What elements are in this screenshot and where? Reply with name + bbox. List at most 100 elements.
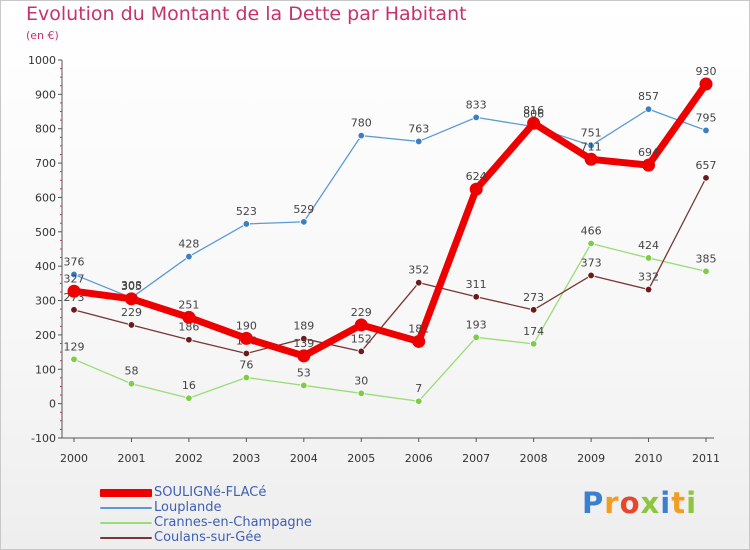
y-tick-label: 700 [35, 157, 56, 170]
y-tick-label: 400 [35, 260, 56, 273]
data-point [584, 152, 598, 166]
series-line-soulign-flac- [73, 82, 709, 360]
legend-label: Louplande [154, 500, 222, 515]
data-point [644, 285, 653, 294]
logo-letter: i [660, 486, 672, 520]
data-point [239, 331, 253, 345]
data-label: 424 [638, 239, 659, 252]
x-tick-label: 2007 [462, 452, 490, 465]
legend-label: Crannes-en-Champagne [154, 515, 312, 530]
data-label: 16 [182, 379, 196, 392]
data-label: 352 [408, 264, 429, 277]
y-tick-label: 100 [35, 363, 56, 376]
data-point [472, 333, 480, 342]
data-label: 694 [638, 146, 659, 159]
x-tick-label: 2002 [175, 452, 203, 465]
data-point [587, 239, 595, 248]
data-point [527, 116, 541, 130]
data-label: 7 [415, 382, 422, 395]
data-point [415, 278, 423, 287]
data-point [529, 306, 538, 314]
data-label: 76 [239, 359, 253, 372]
data-label: 930 [696, 65, 717, 78]
data-label: 311 [466, 278, 487, 291]
y-tick-label: 600 [35, 191, 56, 204]
data-label: 139 [293, 337, 314, 350]
data-point [644, 105, 653, 113]
legend-label: SOULIGNé-FLACé [154, 485, 267, 500]
data-point [127, 380, 136, 388]
y-tick-label: 200 [35, 329, 56, 342]
logo-letter: r [604, 486, 620, 520]
data-label: 657 [696, 159, 717, 172]
data-label: 780 [351, 117, 372, 130]
data-label: 327 [64, 272, 85, 285]
data-point [644, 254, 653, 262]
y-tick-label: 500 [35, 226, 56, 239]
logo-letter: t [671, 486, 687, 520]
data-point [67, 284, 81, 298]
data-point [70, 270, 78, 279]
series-line-louplande [73, 108, 707, 299]
data-label: 833 [466, 98, 487, 111]
logo-letter: P [582, 486, 605, 520]
data-point [469, 182, 483, 196]
data-label: 30 [354, 374, 368, 387]
legend-swatch [100, 507, 152, 509]
data-label: 181 [408, 322, 429, 335]
data-point [529, 340, 538, 348]
y-tick-label: 300 [35, 295, 56, 308]
data-label: 273 [523, 291, 544, 304]
data-point [415, 137, 423, 146]
data-point [412, 334, 426, 348]
data-point [354, 318, 368, 332]
data-label: 751 [581, 127, 602, 140]
data-label: 763 [408, 122, 429, 135]
data-point [185, 394, 193, 402]
legend-swatch [100, 537, 152, 539]
x-tick-label: 2005 [347, 452, 375, 465]
data-point [70, 355, 78, 364]
data-point [297, 349, 311, 363]
x-tick-label: 2004 [290, 452, 318, 465]
x-tick-label: 2001 [117, 452, 145, 465]
y-tick-label: -100 [31, 432, 56, 445]
series-line-crannes-en-champagne [73, 242, 707, 402]
data-point [70, 306, 78, 314]
data-point [242, 349, 251, 358]
data-point [242, 373, 251, 382]
x-tick-label: 2003 [232, 452, 260, 465]
data-point [127, 321, 136, 329]
legend-swatch [100, 489, 152, 497]
data-point [587, 271, 595, 280]
x-tick-label: 2006 [405, 452, 433, 465]
x-tick-label: 2000 [60, 452, 88, 465]
data-point [185, 252, 193, 261]
chart-subtitle: (en €) [26, 29, 59, 42]
data-point [472, 113, 480, 122]
data-point [415, 397, 423, 405]
data-label: 373 [581, 256, 602, 269]
logo-letter: x [640, 486, 661, 520]
data-label: 229 [351, 306, 372, 319]
data-point [702, 267, 710, 276]
data-label: 857 [638, 90, 659, 103]
data-label: 152 [351, 332, 372, 345]
data-label: 332 [638, 271, 659, 284]
data-label: 190 [236, 319, 257, 332]
x-tick-label: 2009 [577, 452, 605, 465]
data-label: 193 [466, 318, 487, 331]
y-tick-label: 900 [35, 88, 56, 101]
data-label: 174 [523, 325, 544, 338]
legend-swatch [100, 522, 152, 524]
data-point [699, 77, 713, 91]
data-point [182, 310, 196, 324]
data-point [357, 347, 365, 356]
x-tick-label: 2011 [692, 452, 720, 465]
data-point [300, 334, 308, 343]
data-label: 308 [121, 279, 142, 292]
data-label: 53 [297, 366, 311, 379]
data-label: 251 [178, 298, 199, 311]
